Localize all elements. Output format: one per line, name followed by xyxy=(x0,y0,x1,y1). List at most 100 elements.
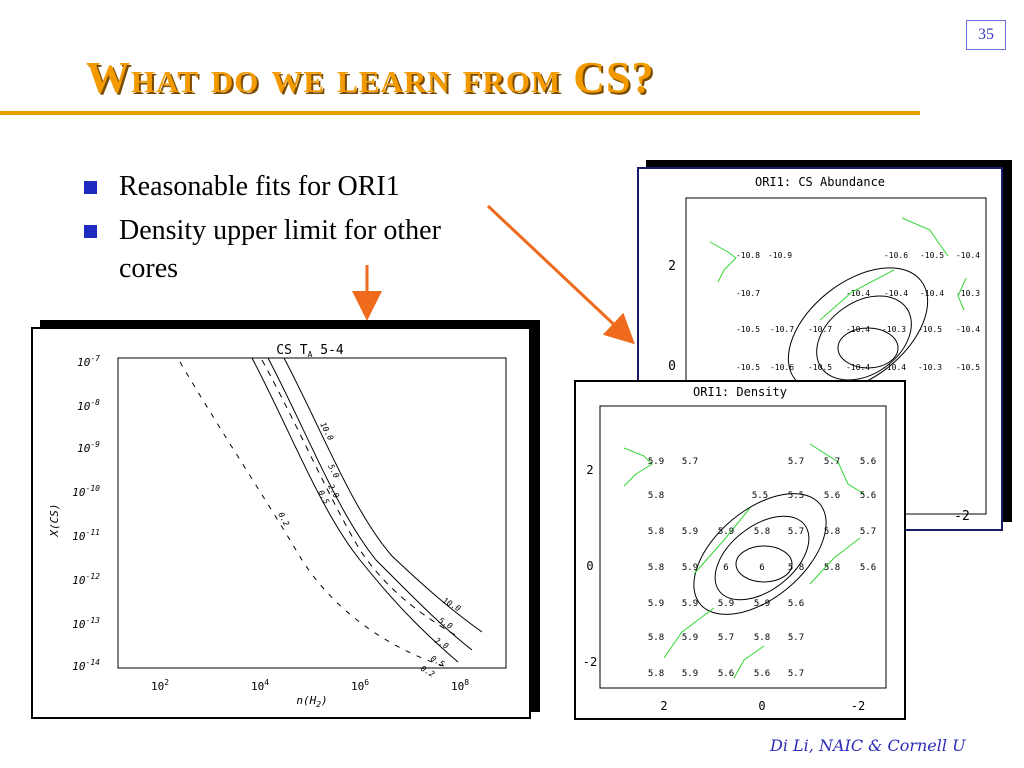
density-value: 5.9 xyxy=(682,527,698,537)
density-value: 5.5 xyxy=(788,491,804,501)
square-bullet-icon xyxy=(84,181,97,194)
abundance-value: -10.8 xyxy=(736,251,760,260)
ts-ytick: 10-12 xyxy=(72,572,100,587)
ts-ytick: 10-9 xyxy=(77,440,100,455)
density-value: 5.9 xyxy=(648,457,664,467)
density-value: 6 xyxy=(723,563,728,573)
density-ytick: 0 xyxy=(586,559,593,573)
ts-xlabel: n(H2) xyxy=(296,694,327,709)
density-value: 5.7 xyxy=(860,527,876,537)
abundance-value: -10.5 xyxy=(920,251,944,260)
abundance-value: -10.4 xyxy=(846,289,870,298)
abundance-xtick: -2 xyxy=(954,509,970,524)
ts-ytick: 10-14 xyxy=(72,658,100,673)
abundance-value: -10.7 xyxy=(808,325,832,334)
abundance-value: -10.4 xyxy=(882,363,906,372)
footer-credit: Di Li, NAIC & Cornell U xyxy=(770,736,966,755)
ts-ylabel: X(CS) xyxy=(48,503,61,537)
bullet-list: Reasonable fits for ORI1 Density upper l… xyxy=(84,168,484,294)
abundance-value: -10.3 xyxy=(918,363,942,372)
density-value: 5.8 xyxy=(754,527,770,537)
density-xtick: 0 xyxy=(758,699,765,713)
abundance-value: -10.5 xyxy=(956,363,980,372)
ts-xtick: 106 xyxy=(351,678,369,693)
density-value: 5.8 xyxy=(648,563,664,573)
density-value: 5.5 xyxy=(752,491,768,501)
bullet-text: Reasonable fits for ORI1 xyxy=(119,171,400,202)
abundance-value: -10.4 xyxy=(884,289,908,298)
density-figure: ORI1: Density 2 0 -2 2 0 -2 5.9 5.7 5.7 … xyxy=(574,380,906,720)
square-bullet-icon xyxy=(84,225,97,238)
page-number: 35 xyxy=(966,20,1006,50)
bullet-item: Density upper limit for other cores xyxy=(84,212,484,288)
abundance-value: -10.4 xyxy=(920,289,944,298)
bullet-text: Density upper limit for other cores xyxy=(119,215,441,284)
density-ytick: -2 xyxy=(583,655,597,669)
abundance-value: -10.7 xyxy=(736,289,760,298)
density-ytick: 2 xyxy=(586,463,593,477)
density-value: 5.8 xyxy=(648,633,664,643)
density-value: 5.7 xyxy=(824,457,840,467)
density-value: 5.9 xyxy=(648,599,664,609)
abundance-value: -10.6 xyxy=(770,363,794,372)
density-value: 5.8 xyxy=(824,527,840,537)
density-value: 5.6 xyxy=(718,669,734,679)
density-value: 5.6 xyxy=(754,669,770,679)
abundance-title: ORI1: CS Abundance xyxy=(755,175,885,189)
abundance-value: -10.5 xyxy=(918,325,942,334)
density-value: 5.8 xyxy=(788,563,804,573)
ts-figure: CS TA 5-4 X(CS) n(H2) 10-7 10-8 10-9 10-… xyxy=(31,320,540,719)
density-value: 5.7 xyxy=(788,669,804,679)
density-value: 5.8 xyxy=(648,491,664,501)
density-value: 5.7 xyxy=(788,457,804,467)
ts-ytick: 10-8 xyxy=(77,398,100,413)
ts-xtick: 102 xyxy=(151,678,169,693)
abundance-value: -10.5 xyxy=(736,325,760,334)
density-value: 5.8 xyxy=(754,633,770,643)
title-underline xyxy=(0,111,920,115)
density-value: 5.6 xyxy=(860,491,876,501)
density-value: 5.6 xyxy=(860,563,876,573)
ts-ytick: 10-7 xyxy=(77,354,100,369)
abundance-value: -10.5 xyxy=(808,363,832,372)
density-value: 5.7 xyxy=(788,633,804,643)
ts-ytick: 10-11 xyxy=(72,528,100,543)
density-value: 5.9 xyxy=(718,527,734,537)
ts-ytick: 10-13 xyxy=(72,616,100,631)
abundance-value: -10.3 xyxy=(956,289,980,298)
density-title: ORI1: Density xyxy=(693,385,787,399)
ts-xtick: 104 xyxy=(251,678,269,693)
abundance-ytick: 2 xyxy=(668,259,676,274)
density-value: 5.7 xyxy=(682,457,698,467)
abundance-value: -10.4 xyxy=(956,325,980,334)
density-value: 5.9 xyxy=(718,599,734,609)
density-value: 5.7 xyxy=(788,527,804,537)
density-value: 5.6 xyxy=(788,599,804,609)
ts-ytick: 10-10 xyxy=(72,484,100,499)
density-xtick: -2 xyxy=(851,699,865,713)
abundance-value: -10.7 xyxy=(770,325,794,334)
density-value: 5.9 xyxy=(682,599,698,609)
density-value: 5.7 xyxy=(718,633,734,643)
abundance-ytick: 0 xyxy=(668,359,676,374)
density-value: 5.8 xyxy=(824,563,840,573)
abundance-value: -10.3 xyxy=(882,325,906,334)
density-xtick: 2 xyxy=(660,699,667,713)
density-value: 5.8 xyxy=(648,669,664,679)
density-value: 5.9 xyxy=(682,633,698,643)
abundance-value: -10.4 xyxy=(956,251,980,260)
abundance-value: -10.5 xyxy=(736,363,760,372)
abundance-value: -10.9 xyxy=(768,251,792,260)
density-value: 5.6 xyxy=(860,457,876,467)
abundance-value: -10.6 xyxy=(884,251,908,260)
density-value: 5.8 xyxy=(648,527,664,537)
slide-title: What do we learn from CS? xyxy=(86,53,655,102)
density-value: 5.9 xyxy=(682,563,698,573)
diagonal-arrow-icon xyxy=(486,204,635,345)
ts-title: CS TA 5-4 xyxy=(276,343,344,359)
density-value: 5.6 xyxy=(824,491,840,501)
density-value: 5.9 xyxy=(754,599,770,609)
abundance-value: -10.4 xyxy=(846,363,870,372)
ts-xtick: 108 xyxy=(451,678,469,693)
